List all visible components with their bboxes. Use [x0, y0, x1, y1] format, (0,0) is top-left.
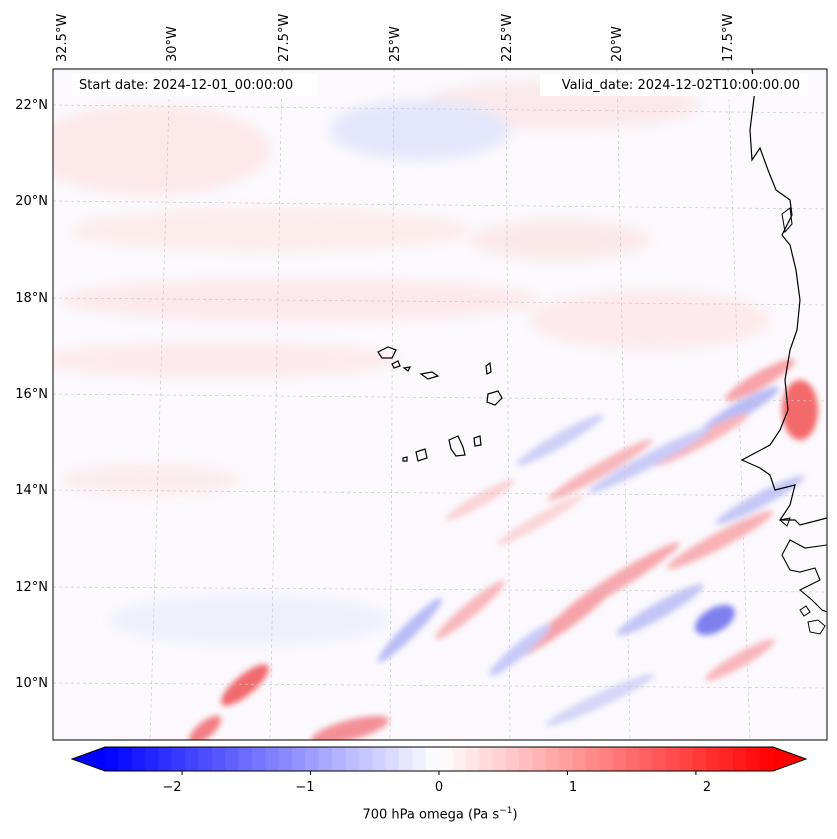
colorbar-cell: [398, 747, 413, 771]
lat-tick-label: 20°N: [15, 194, 48, 209]
lat-tick-label: 12°N: [15, 580, 48, 595]
colorbar-cell: [559, 747, 574, 771]
lat-tick-label: 16°N: [15, 387, 48, 402]
colorbar-cell: [545, 747, 560, 771]
colorbar-cell: [105, 747, 119, 771]
colorbar-tick-label: 0: [434, 780, 444, 795]
colorbar-cell: [492, 747, 507, 771]
map-frame: [52, 68, 828, 741]
colorbar-cell: [278, 747, 293, 771]
colorbar-cell: [145, 747, 159, 771]
colorbar-cell: [211, 747, 226, 771]
colorbar-cell: [465, 747, 480, 771]
colorbar-cell: [265, 747, 280, 771]
colorbar-cell: [692, 747, 707, 771]
colorbar-cell: [759, 747, 774, 771]
colorbar-cell: [572, 747, 587, 771]
colorbar-cell: [719, 747, 734, 771]
colorbar-cell: [385, 747, 400, 771]
start-date-label: Start date: 2024-12-01_00:00:00: [79, 78, 294, 93]
colorbar-cell: [479, 747, 493, 771]
colorbar-cell: [439, 747, 453, 771]
colorbar-cell: [332, 747, 346, 771]
colorbar-cell: [198, 747, 213, 771]
colorbar-cell: [425, 747, 440, 771]
valid-date-label: Valid_date: 2024-12-02T10:00:00.00: [561, 78, 800, 93]
colorbar-tick-label: 2: [702, 780, 712, 795]
colorbar-cell: [679, 747, 694, 771]
colorbar-cell: [639, 747, 654, 771]
coastline-africa: [740, 69, 827, 526]
colorbar-cell: [412, 747, 427, 771]
colorbar-cell: [612, 747, 627, 771]
colorbar-cell: [251, 747, 266, 771]
colorbar-cell: [158, 747, 173, 771]
colorbar-cell: [345, 747, 360, 771]
colorbar-cell: [505, 747, 520, 771]
colorbar-cell: [318, 747, 333, 771]
lat-tick-label: 18°N: [15, 291, 48, 306]
colorbar-cell: [746, 747, 761, 771]
colorbar-cells: [105, 747, 774, 771]
colorbar-cell: [185, 747, 200, 771]
lat-tick-label: 14°N: [15, 483, 48, 498]
colorbar-tick-label: −2: [162, 780, 182, 795]
colorbar-cell: [532, 747, 547, 771]
colorbar-cell: [652, 747, 667, 771]
colorbar-title: 700 hPa omega (Pa s−1): [362, 806, 518, 823]
lat-tick-label: 10°N: [15, 676, 48, 691]
colorbar-ticks: [181, 771, 697, 775]
colorbar-cell: [732, 747, 747, 771]
colorbar-cell: [171, 747, 186, 771]
colorbar-cell: [305, 747, 320, 771]
colorbar-cell: [519, 747, 534, 771]
coastline-bissagos: [799, 605, 826, 635]
colorbar-cell: [599, 747, 614, 771]
colorbar-cell: [131, 747, 146, 771]
colorbar-extend-low: [72, 747, 105, 771]
colorbar-cell: [666, 747, 680, 771]
colorbar-cell: [118, 747, 133, 771]
colorbar-cell: [626, 747, 640, 771]
colorbar-tick-label: 1: [568, 780, 578, 795]
colorbar-tick-label: −1: [295, 780, 315, 795]
colorbar-cell: [372, 747, 387, 771]
colorbar-cell: [452, 747, 467, 771]
cape-verde-islands: [377, 346, 503, 462]
lat-tick-label: 22°N: [15, 98, 48, 113]
coastline-guinea: [781, 539, 827, 613]
colorbar-extend-high: [773, 747, 806, 771]
colorbar-cell: [358, 747, 373, 771]
colorbar-cell: [292, 747, 306, 771]
colorbar-cell: [238, 747, 253, 771]
colorbar-cell: [585, 747, 600, 771]
colorbar-outline: [70, 746, 808, 772]
colorbar-cell: [706, 747, 721, 771]
coastline-island-bijagos: [778, 207, 793, 527]
colorbar-cell: [225, 747, 240, 771]
omega-field: [53, 69, 827, 740]
gridlines: [53, 69, 827, 740]
